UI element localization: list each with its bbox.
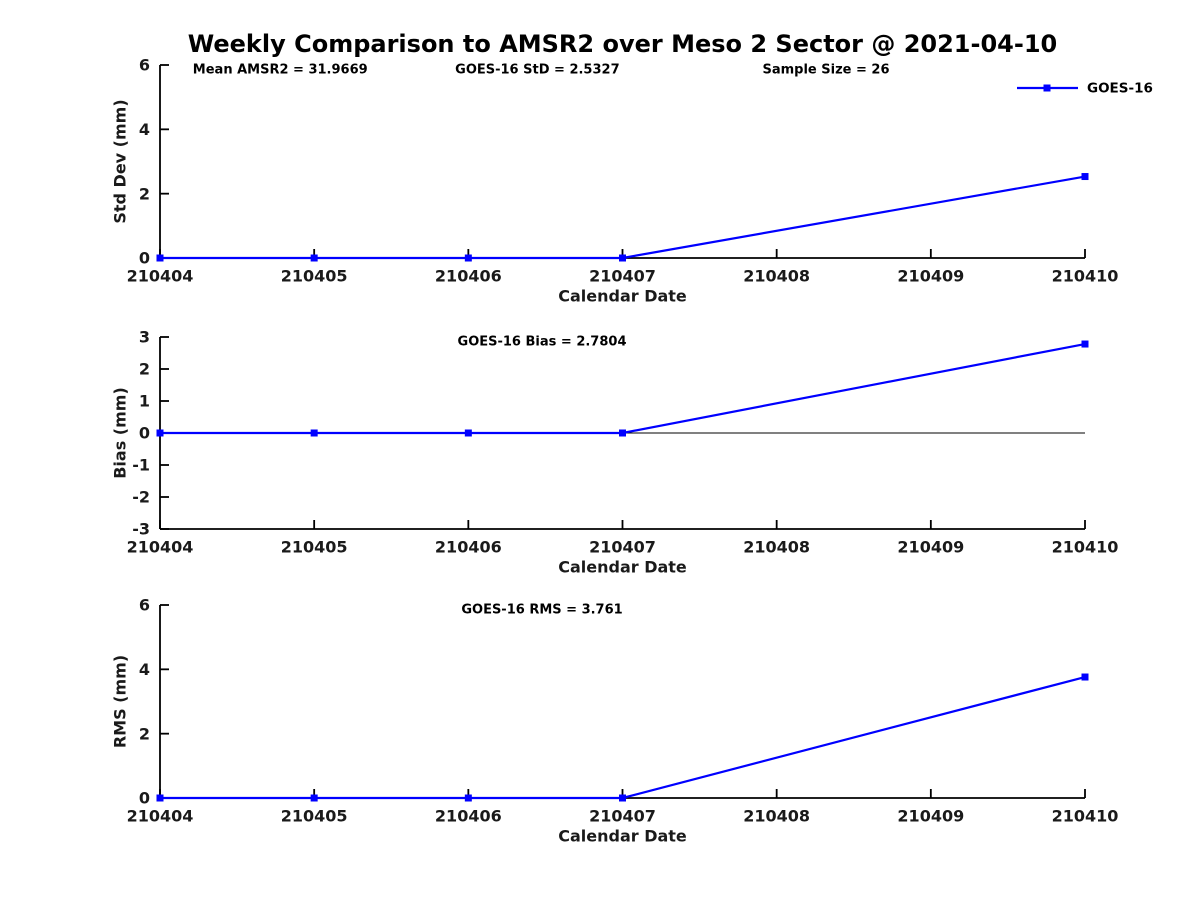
series-marker <box>156 794 164 802</box>
x-tick-label: 210405 <box>281 807 348 826</box>
series-marker <box>1081 673 1089 681</box>
y-tick-label: -2 <box>132 488 150 507</box>
y-tick-label: 4 <box>139 120 150 139</box>
annotation: GOES-16 RMS = 3.761 <box>461 603 622 618</box>
annotation: Sample Size = 26 <box>762 63 889 78</box>
series-marker <box>156 429 164 437</box>
y-axis-label: Bias (mm) <box>111 387 130 479</box>
x-tick-label: 210408 <box>743 807 810 826</box>
series-marker <box>464 254 472 262</box>
y-tick-label: 6 <box>139 596 150 615</box>
x-tick-label: 210404 <box>127 267 194 286</box>
y-axis-label: RMS (mm) <box>111 655 130 748</box>
series-marker <box>464 794 472 802</box>
y-tick-label: 2 <box>139 724 150 743</box>
y-tick-label: -1 <box>132 456 150 475</box>
x-tick-label: 210407 <box>589 267 656 286</box>
figure-title: Weekly Comparison to AMSR2 over Meso 2 S… <box>187 30 1058 58</box>
y-tick-label: 0 <box>139 424 150 443</box>
y-tick-label: 6 <box>139 56 150 75</box>
x-tick-label: 210410 <box>1052 807 1119 826</box>
x-tick-label: 210405 <box>281 538 348 557</box>
x-axis-label: Calendar Date <box>558 827 687 846</box>
y-tick-label: 4 <box>139 660 150 679</box>
series-line <box>160 675 1086 800</box>
series-marker <box>156 254 164 262</box>
x-tick-label: 210405 <box>281 267 348 286</box>
subplot-std-dev: 0 2 4 6 210404 210405 210406 210407 210408 210409… <box>111 56 1119 306</box>
y-axis-label: Std Dev (mm) <box>111 99 130 223</box>
x-tick-label: 210409 <box>897 538 964 557</box>
x-tick-label: 210408 <box>743 267 810 286</box>
series-marker <box>619 254 626 262</box>
series-marker <box>619 429 626 437</box>
x-tick-label: 210410 <box>1052 267 1119 286</box>
legend-label: GOES-16 <box>1087 81 1153 97</box>
x-axis-label: Calendar Date <box>558 287 687 306</box>
x-tick-label: 210404 <box>127 538 194 557</box>
subplot-bias: -3 -2 -1 0 1 2 3 210404 210405 210406 210407 210408… <box>111 328 1119 577</box>
y-tick-label: 3 <box>139 328 150 347</box>
x-tick-label: 210406 <box>435 267 502 286</box>
y-tick-label: 1 <box>139 392 150 411</box>
series-marker <box>1081 340 1089 348</box>
x-tick-label: 210408 <box>743 538 810 557</box>
series-marker <box>1081 173 1089 181</box>
series-marker <box>310 254 318 262</box>
series-marker <box>310 429 318 437</box>
y-tick-label: 0 <box>139 249 150 268</box>
series-marker <box>310 794 318 802</box>
series-marker <box>464 429 472 437</box>
x-tick-label: 210404 <box>127 807 194 826</box>
annotation: Mean AMSR2 = 31.9669 <box>193 63 368 78</box>
series-marker <box>619 794 626 802</box>
annotation: GOES-16 StD = 2.5327 <box>455 63 619 78</box>
x-tick-label: 210406 <box>435 807 502 826</box>
x-axis-label: Calendar Date <box>558 558 687 577</box>
legend-marker-sample <box>1043 84 1051 92</box>
series-line <box>160 175 1086 260</box>
legend: GOES-16 <box>1017 81 1153 97</box>
y-tick-label: 2 <box>139 184 150 203</box>
x-tick-label: 210409 <box>897 267 964 286</box>
x-tick-label: 210407 <box>589 538 656 557</box>
annotation: GOES-16 Bias = 2.7804 <box>458 335 627 350</box>
x-tick-label: 210409 <box>897 807 964 826</box>
x-tick-label: 210410 <box>1052 538 1119 557</box>
x-tick-label: 210406 <box>435 538 502 557</box>
subplot-rms: 0 2 4 6 210404 210405 210406 210407 210408 210409… <box>111 596 1119 846</box>
y-tick-label: -3 <box>132 520 150 539</box>
y-tick-label: 0 <box>139 789 150 808</box>
y-tick-label: 2 <box>139 360 150 379</box>
x-tick-label: 210407 <box>589 807 656 826</box>
series-line <box>160 342 1086 435</box>
